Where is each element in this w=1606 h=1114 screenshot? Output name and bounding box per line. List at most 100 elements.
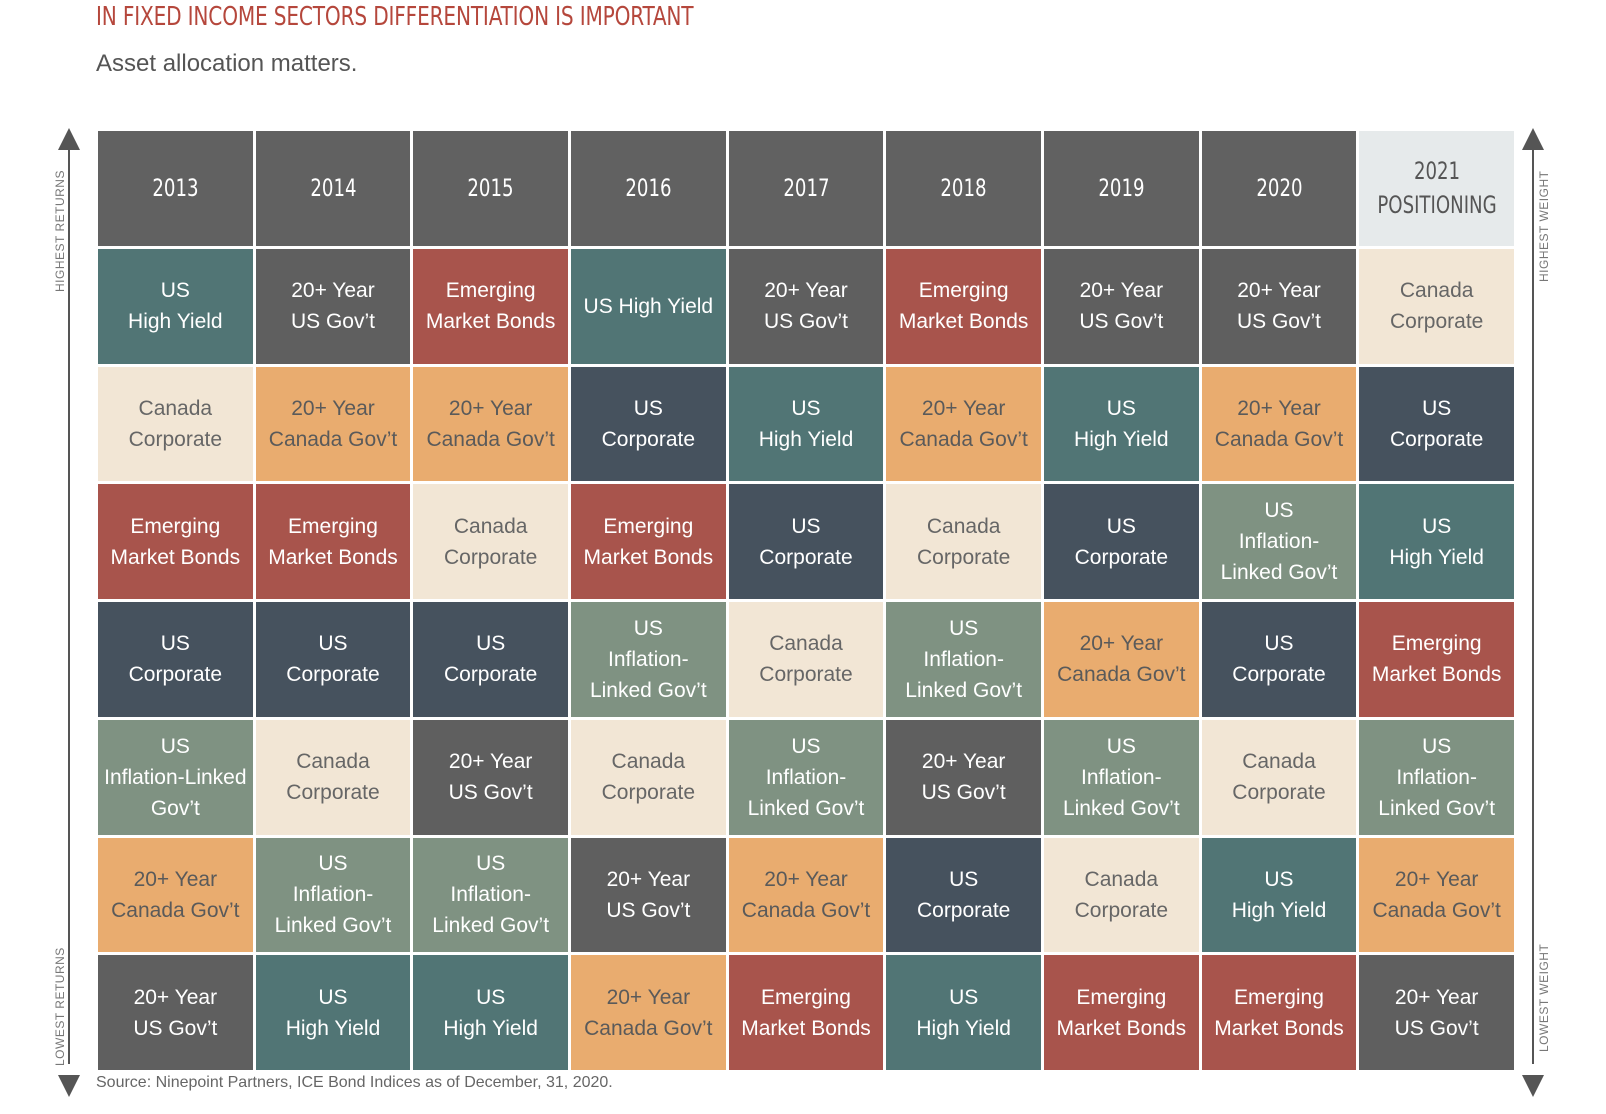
sector-cell: 20+ Year Canada Gov’t [98,837,253,953]
chart-title: IN FIXED INCOME SECTORS DIFFERENTIATION … [96,2,694,32]
column-header-label: 2014 [309,174,357,203]
sector-label: 20+ Year US Gov’t [921,750,1006,805]
sector-label: US High Yield [916,985,1011,1040]
sector-cell: Emerging Market Bonds [728,955,884,1070]
sector-label: US High Yield [1074,396,1169,451]
sector-label: Canada Corporate [443,514,538,569]
sector-cell: US High Yield [1359,484,1514,599]
sector-label: 20+ Year US Gov’t [133,985,218,1040]
sector-label: US Inflation- Linked Gov’t [432,852,550,938]
sector-label: Canada Corporate [1074,867,1169,922]
sector-cell: Emerging Market Bonds [1359,602,1514,717]
sector-cell: US Inflation- Linked Gov’t [413,837,568,953]
sector-label: Emerging Market Bonds [898,279,1029,334]
sector-cell: Emerging Market Bonds [255,484,411,599]
sector-label: Emerging Market Bonds [741,985,871,1040]
sector-cell: US Inflation- Linked Gov’t [1359,719,1514,835]
sector-label: US Corporate [443,632,538,687]
sector-label: US Inflation- Linked Gov’t [1062,734,1180,820]
sector-label: 20+ Year US Gov’t [290,279,375,334]
column-header-label: 2018 [940,174,987,203]
sector-label: Emerging Market Bonds [268,514,398,569]
left-arrow-up-icon [58,128,80,150]
sector-label: Canada Corporate [1232,750,1326,805]
sector-label: 20+ Year US Gov’t [1079,279,1164,334]
sector-label: Canada Corporate [128,396,223,451]
sector-cell: 20+ Year Canada Gov’t [1201,366,1357,482]
column-header: 2021 POSITIONING [1359,131,1514,246]
sector-label: Canada Corporate [916,514,1011,569]
sector-label: Canada Corporate [601,750,696,805]
sector-label: US Corporate [1074,514,1169,569]
column-header: 2014 [255,131,411,246]
sector-label: 20+ Year Canada Gov’t [111,867,240,922]
sector-cell: 20+ Year US Gov’t [1044,248,1199,364]
sector-label: 20+ Year Canada Gov’t [1372,867,1501,922]
sector-label: 20+ Year Canada Gov’t [1214,396,1344,451]
sector-cell: US Corporate [886,837,1041,953]
source-note: Source: Ninepoint Partners, ICE Bond Ind… [96,1074,613,1091]
sector-cell: Emerging Market Bonds [98,484,253,599]
column-header: 2019 [1044,131,1199,246]
sector-label: Emerging Market Bonds [1056,985,1187,1040]
left-axis-line [68,146,70,1064]
sector-cell: Emerging Market Bonds [413,248,568,364]
column-header-label: 2013 [152,174,199,203]
sector-label: US High Yield [285,985,381,1040]
sector-label: US Inflation- Linked Gov’t [905,616,1023,702]
left-bottom-axis-label: LOWEST RETURNS [53,947,67,1066]
left-arrow-down-icon [58,1075,80,1097]
sector-label: Emerging Market Bonds [110,514,241,569]
sector-cell: Canada Corporate [571,719,726,835]
column-header: 2016 [571,131,726,246]
sector-cell: 20+ Year US Gov’t [886,719,1041,835]
column-header-label: 2016 [625,174,672,203]
sector-cell: Canada Corporate [98,366,253,482]
chart-subtitle: Asset allocation matters. [96,50,358,77]
sector-cell: 20+ Year Canada Gov’t [413,366,568,482]
sector-cell: US High Yield [413,955,568,1070]
sector-cell: US High Yield [571,248,726,364]
sector-cell: Emerging Market Bonds [571,484,726,599]
sector-cell: Emerging Market Bonds [886,248,1041,364]
column-header: 2018 [886,131,1041,246]
column-header: 2013 [98,131,253,246]
sector-label: Emerging Market Bonds [1214,985,1344,1040]
sector-label: 20+ Year Canada Gov’t [268,396,398,451]
sector-cell: US Corporate [571,366,726,482]
sector-label: 20+ Year Canada Gov’t [1057,632,1186,687]
sector-cell: Canada Corporate [728,602,884,717]
sector-cell: US Inflation-Linked Gov’t [98,719,253,835]
sector-label: 20+ Year US Gov’t [1394,985,1479,1040]
sector-cell: 20+ Year US Gov’t [728,248,884,364]
sector-cell: 20+ Year US Gov’t [98,955,253,1070]
sector-cell: 20+ Year Canada Gov’t [1359,837,1514,953]
sector-cell: 20+ Year US Gov’t [1201,248,1357,364]
sector-label: 20+ Year US Gov’t [763,279,848,334]
sector-label: 20+ Year Canada Gov’t [426,396,555,451]
sector-cell: US Corporate [728,484,884,599]
sector-label: US Inflation- Linked Gov’t [1220,499,1338,585]
sector-cell: 20+ Year US Gov’t [413,719,568,835]
right-axis-line [1532,146,1534,1064]
sector-label: US High Yield [758,396,854,451]
sector-cell: Emerging Market Bonds [1044,955,1199,1070]
sector-cell: Canada Corporate [1201,719,1357,835]
column-header-label: 2015 [467,174,514,203]
sector-cell: 20+ Year US Gov’t [1359,955,1514,1070]
sector-label: US High Yield [128,279,223,334]
sector-cell: US High Yield [728,366,884,482]
sector-label: 20+ Year Canada Gov’t [899,396,1028,451]
sector-cell: US Inflation- Linked Gov’t [1044,719,1199,835]
sector-label: US Inflation- Linked Gov’t [747,734,865,820]
sector-label: Canada Corporate [1389,279,1484,334]
sector-label: US Corporate [1389,396,1484,451]
sector-cell: Canada Corporate [1359,248,1514,364]
sector-cell: US Inflation- Linked Gov’t [1201,484,1357,599]
sector-cell: US High Yield [98,248,253,364]
sector-cell: US High Yield [886,955,1041,1070]
sector-label: 20+ Year US Gov’t [448,750,533,805]
sector-label: US High Yield [1231,867,1327,922]
sector-label: US Corporate [601,396,696,451]
sector-cell: 20+ Year Canada Gov’t [1044,602,1199,717]
